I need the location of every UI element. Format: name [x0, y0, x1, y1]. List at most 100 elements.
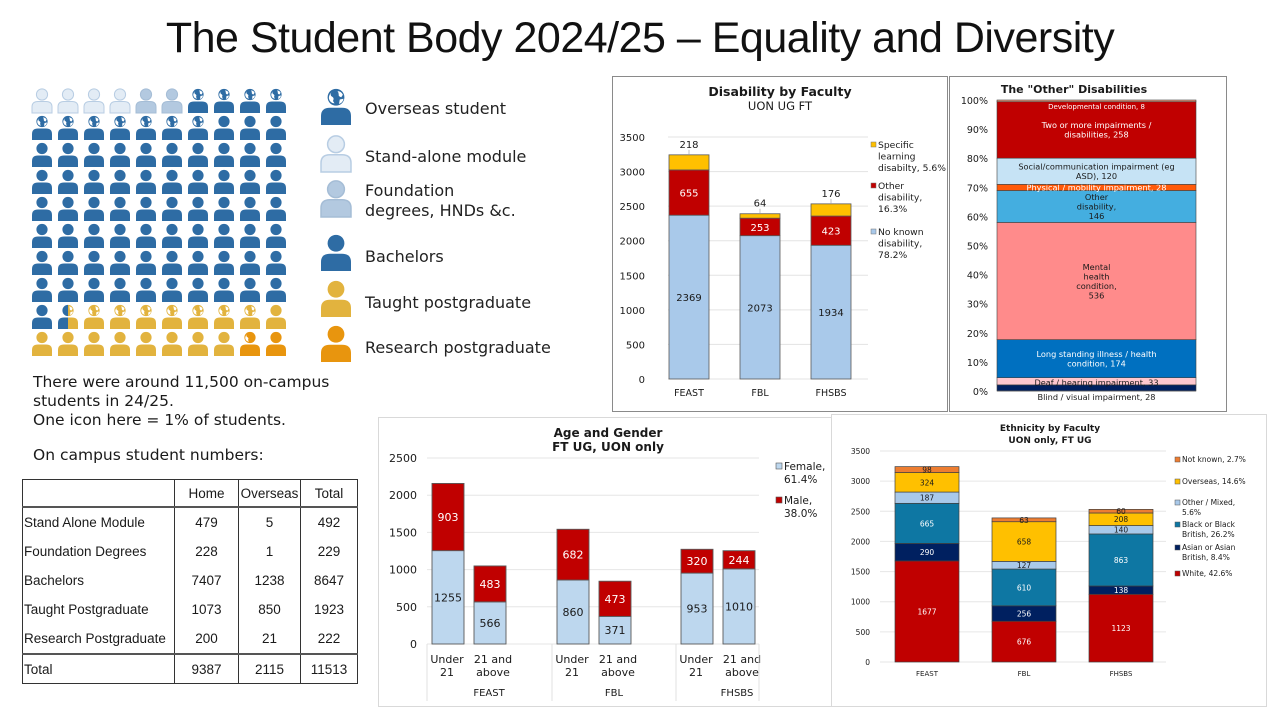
legend-label: British, 26.2%	[1182, 530, 1235, 539]
person-icon	[136, 250, 156, 275]
data-label: 1677	[917, 607, 936, 616]
data-label: Physical / mobility impairment, 28	[1027, 182, 1167, 192]
table-cell: 492	[300, 507, 358, 537]
legend-swatch	[1174, 478, 1181, 485]
person-icon	[58, 223, 78, 248]
y-tick-label: 40%	[967, 271, 988, 282]
bar-segment	[473, 601, 507, 645]
legend-label: learning	[878, 152, 915, 163]
person-icon	[110, 169, 130, 194]
person-icon	[136, 277, 156, 302]
page-title: The Student Body 2024/25 – Equality and …	[165, 14, 1115, 62]
data-label: 253	[750, 223, 769, 234]
person-icon	[214, 250, 234, 275]
person-globe-icon	[58, 304, 78, 329]
table-header-cell: Home	[174, 479, 239, 508]
table-cell: 2115	[238, 653, 301, 684]
person-icon	[84, 223, 104, 248]
y-tick-label: 2500	[620, 202, 645, 213]
person-icon	[162, 250, 182, 275]
data-label: 244	[729, 554, 750, 567]
bar-segment	[722, 550, 756, 570]
data-label: 1123	[1111, 624, 1130, 633]
y-tick-label: 1000	[620, 306, 645, 317]
bar-segment	[431, 482, 465, 552]
table-cell: 5	[238, 507, 301, 537]
data-label: 127	[1017, 561, 1032, 570]
person-globe-icon	[188, 88, 208, 113]
person-icon	[321, 325, 351, 362]
legend-label: Other	[878, 181, 904, 192]
data-label: 665	[920, 519, 935, 528]
y-tick-label: 70%	[967, 183, 988, 194]
legend-label: No known	[878, 227, 924, 238]
person-icon	[240, 169, 260, 194]
person-icon	[162, 142, 182, 167]
group-label: FEAST	[473, 688, 505, 699]
summary-line: One icon here = 1% of students.	[33, 411, 286, 429]
x-tick-label: above	[725, 666, 759, 679]
data-label: Two or more impairments /	[1041, 120, 1152, 130]
table-cell: 21	[238, 624, 301, 654]
bar-segment	[1088, 509, 1154, 514]
data-label: 483	[480, 578, 501, 591]
person-icon	[162, 223, 182, 248]
bar-segment	[810, 203, 852, 217]
bar-segment	[739, 213, 781, 219]
data-label: 256	[1017, 610, 1032, 619]
summary-line: students in 24/25.	[33, 392, 174, 410]
table-cell: 1073	[174, 595, 239, 624]
data-label: 536	[1089, 290, 1105, 300]
legend-label: Overseas, 14.6%	[1182, 477, 1246, 486]
data-label: 566	[480, 617, 501, 630]
bar-segment	[668, 154, 710, 171]
person-icon	[320, 135, 352, 173]
data-label: 1934	[818, 308, 843, 319]
table-cell: 1923	[300, 595, 358, 624]
disability-chart-panel: Disability by Faculty UON UG FT 0 500 1000 15…	[612, 76, 948, 412]
data-label: 218	[679, 140, 698, 151]
person-icon	[266, 142, 286, 167]
legend-swatch	[775, 462, 783, 470]
table-cell: 1238	[238, 566, 301, 595]
table-row: Taught Postgraduate 1073 850 1923	[22, 595, 358, 624]
data-label: 64	[754, 199, 767, 210]
person-icon	[58, 142, 78, 167]
person-icon	[266, 304, 286, 329]
x-tick-label: FEAST	[674, 388, 704, 399]
table-cell: 228	[174, 537, 239, 566]
data-label: 371	[605, 624, 626, 637]
person-icon	[214, 331, 234, 356]
data-label: 187	[920, 494, 935, 503]
y-tick-label: 0	[865, 658, 870, 667]
person-icon	[83, 88, 105, 114]
data-label: 60	[1116, 507, 1126, 516]
person-icon	[321, 280, 351, 317]
person-icon	[84, 169, 104, 194]
bar-segment	[1088, 593, 1154, 663]
chart-title: Disability by Faculty	[708, 84, 851, 99]
data-label: 208	[1114, 515, 1129, 524]
table-cell: 200	[174, 624, 239, 654]
legend-label: Overseas student	[365, 99, 507, 118]
bar-segment	[668, 169, 710, 216]
bar-segment	[556, 528, 590, 581]
person-icon	[188, 277, 208, 302]
person-icon	[240, 277, 260, 302]
legend-label: Female,	[784, 461, 825, 473]
y-tick-label: 20%	[967, 329, 988, 340]
x-tick-label: 21 and	[723, 653, 761, 666]
y-tick-label: 1500	[389, 526, 417, 539]
y-tick-label: 3000	[851, 477, 870, 486]
person-icon	[84, 196, 104, 221]
data-label: 903	[438, 511, 459, 524]
table-row: Bachelors 7407 1238 8647	[22, 566, 358, 595]
person-globe-icon	[240, 88, 260, 113]
person-globe-icon	[32, 115, 52, 140]
row-label: Research Postgraduate	[22, 624, 175, 654]
legend-swatch	[1174, 456, 1181, 463]
person-icon	[188, 250, 208, 275]
summary-text: There were around 11,500 on-campus stude…	[33, 373, 329, 430]
x-tick-label: FHSBS	[1110, 670, 1133, 678]
person-icon	[188, 142, 208, 167]
